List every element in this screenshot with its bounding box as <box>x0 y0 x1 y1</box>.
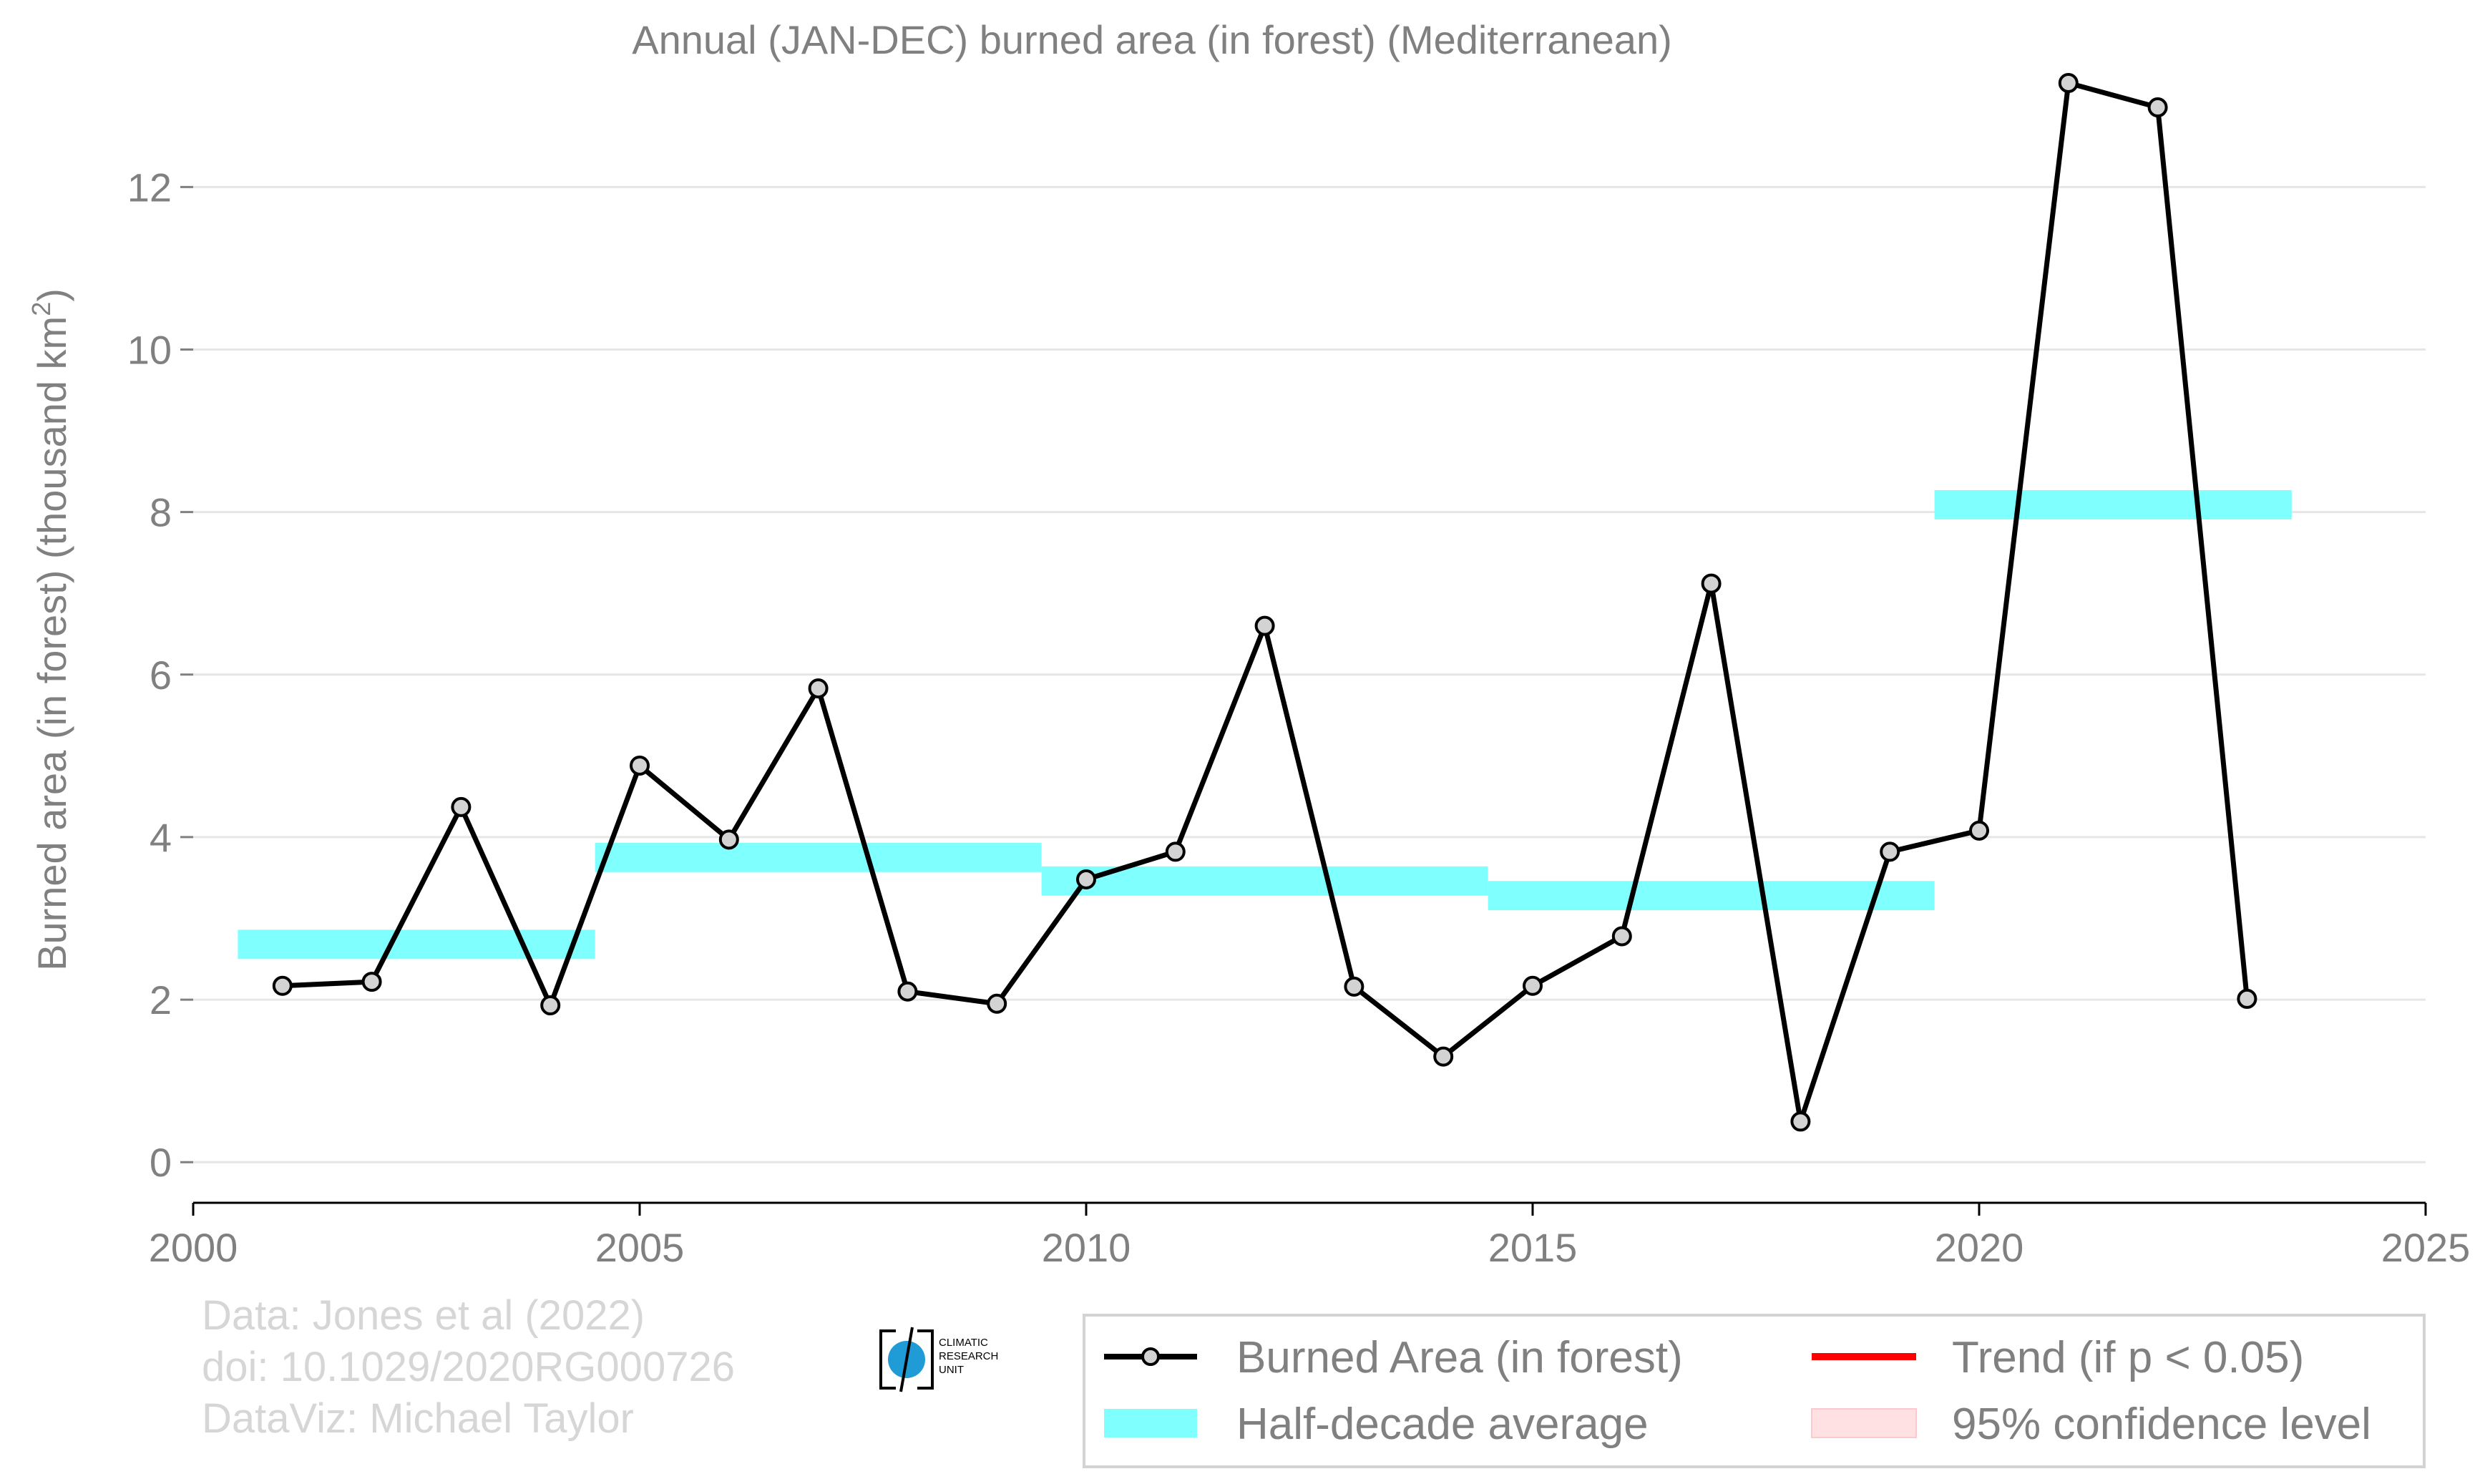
y-axis-label: Burned area (in forest) (thousand km2) <box>26 288 74 971</box>
burned-area-point <box>361 972 382 992</box>
legend-label-half-decade: Half-decade average <box>1236 1400 1649 1449</box>
burned-area-point <box>2237 988 2257 1009</box>
burned-area-point <box>2058 72 2079 93</box>
legend-label-burned-area: Burned Area (in forest) <box>1236 1333 1683 1382</box>
legend: Burned Area (in forest) Trend (if p < 0.… <box>1083 1314 2426 1468</box>
legend-swatch-confidence <box>1811 1408 1917 1438</box>
logo-slash <box>899 1327 914 1392</box>
burned-area-point <box>1344 976 1364 997</box>
legend-swatch-half-decade <box>1104 1409 1197 1437</box>
credits: Data: Jones et al (2022) doi: 10.1029/20… <box>202 1292 735 1442</box>
y-tick-label: 0 <box>150 1140 172 1185</box>
cru-logo: CLIMATIC RESEARCH UNIT <box>879 1327 998 1392</box>
burned-area-point <box>1523 975 1543 996</box>
burned-area-point <box>987 993 1007 1014</box>
legend-label-trend: Trend (if p < 0.05) <box>1952 1333 2304 1382</box>
x-tick-label: 2005 <box>595 1225 685 1270</box>
x-tick-label: 2025 <box>2381 1225 2471 1270</box>
y-tick-label: 4 <box>150 815 172 860</box>
credit-dataviz: DataViz: Michael Taylor <box>202 1395 634 1442</box>
half-decade-band <box>595 842 1042 872</box>
y-tick-label: 8 <box>150 490 172 535</box>
logo-text-2: RESEARCH <box>939 1350 998 1362</box>
x-tick-label: 2010 <box>1042 1225 1131 1270</box>
legend-marker-burned-area <box>1141 1347 1160 1366</box>
y-axis-label-main: Burned area (in forest) (thousand km <box>29 316 74 971</box>
burned-area-point <box>1701 573 1722 594</box>
burned-area-point <box>272 975 293 996</box>
credit-doi: doi: 10.1029/2020RG000726 <box>202 1344 735 1390</box>
burned-area-series <box>272 72 2257 1132</box>
half-decade-band <box>1488 881 1935 911</box>
burned-area-point <box>2147 97 2168 118</box>
logo-bracket-left <box>879 1329 896 1390</box>
y-tick-label: 10 <box>127 328 172 373</box>
burned-area-point <box>630 755 650 776</box>
y-axis-label-superscript: 2 <box>26 302 56 316</box>
burned-area-point <box>1969 820 1989 841</box>
half-decade-band <box>238 929 595 960</box>
burned-area-point <box>1076 869 1096 889</box>
y-axis-label-end: ) <box>29 288 74 302</box>
x-tick-labels: 2000 2005 2010 2015 2020 2025 <box>149 1225 2471 1270</box>
burned-area-point <box>1790 1111 1811 1132</box>
logo-bracket-right <box>917 1329 934 1390</box>
x-tick-label: 2015 <box>1488 1225 1578 1270</box>
half-decade-band <box>1934 489 2292 519</box>
burned-area-point <box>540 995 561 1016</box>
x-tick-label: 2000 <box>149 1225 238 1270</box>
burned-area-point <box>1165 841 1186 862</box>
burned-area-point <box>897 981 918 1002</box>
logo-text-1: CLIMATIC <box>939 1337 988 1349</box>
burned-area-point <box>808 678 829 699</box>
y-tick-label: 6 <box>150 653 172 698</box>
x-tick-label: 2020 <box>1935 1225 2024 1270</box>
burned-area-point <box>451 796 472 817</box>
y-tick-label: 2 <box>150 977 172 1022</box>
burned-area-point <box>1254 615 1275 636</box>
y-tick-label: 12 <box>127 165 172 210</box>
logo-text-3: UNIT <box>939 1364 964 1376</box>
y-tick-labels: 0 2 4 6 8 10 12 <box>127 165 172 1185</box>
burned-area-point <box>718 829 739 850</box>
chart-title: Annual (JAN-DEC) burned area (in forest)… <box>632 17 1671 62</box>
credit-data: Data: Jones et al (2022) <box>202 1292 645 1339</box>
burned-area-point <box>1433 1046 1454 1067</box>
burned-area-point <box>1611 926 1632 947</box>
legend-box <box>1083 1314 2426 1468</box>
legend-label-confidence: 95% confidence level <box>1952 1400 2371 1449</box>
burned-area-point <box>1880 841 1900 862</box>
